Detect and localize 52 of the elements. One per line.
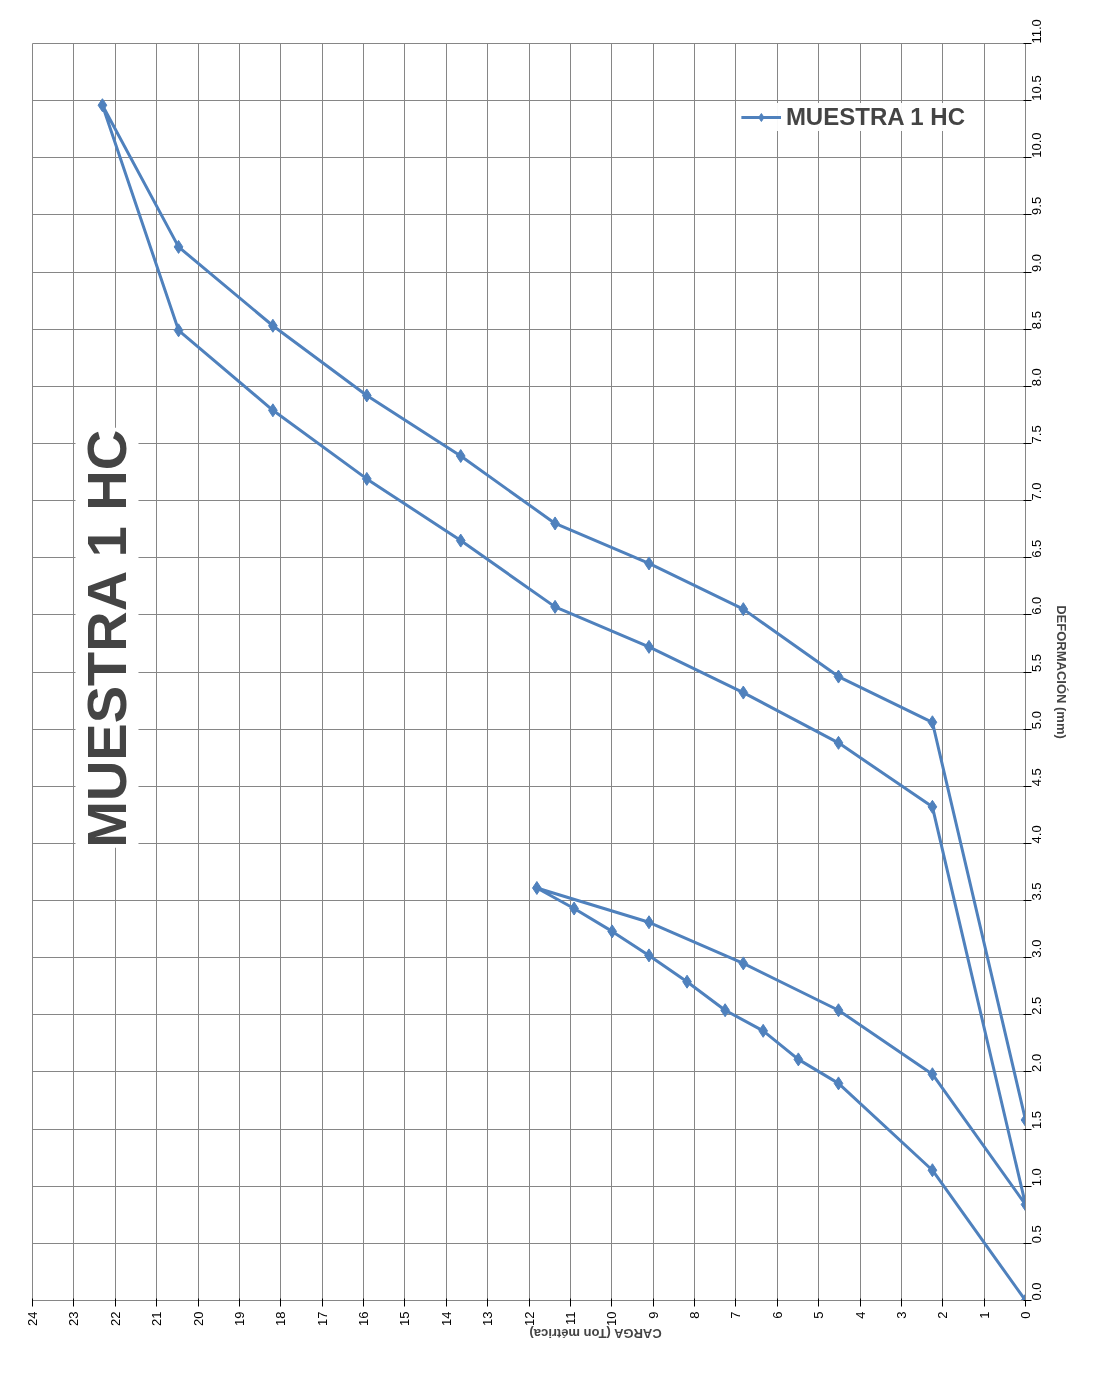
x-tick-label: 17 xyxy=(314,1311,330,1326)
y-tick-label: 10.5 xyxy=(1029,75,1044,101)
y-tick-label: 3.0 xyxy=(1029,939,1044,958)
y-tick-label: 4.5 xyxy=(1029,768,1044,787)
x-tick-label: 13 xyxy=(480,1311,496,1326)
x-tick-label: 21 xyxy=(149,1311,165,1326)
x-tick-label: 8 xyxy=(687,1311,702,1319)
y-tick-label: 8.0 xyxy=(1029,368,1044,387)
y-tick-label: 2.5 xyxy=(1029,996,1044,1015)
y-tick-label: 5.5 xyxy=(1029,653,1044,672)
y-tick-label: 9.0 xyxy=(1029,253,1044,273)
text: MUESTRA 1 HC xyxy=(75,429,139,848)
x-tick-label: 4 xyxy=(852,1311,868,1319)
x-tick-label: 24 xyxy=(25,1311,40,1326)
x-tick-label: 23 xyxy=(66,1311,82,1326)
x-tick-label: 3 xyxy=(893,1311,909,1319)
x-tick-label: 2 xyxy=(935,1311,951,1319)
y-tick-label: 10.0 xyxy=(1029,132,1044,158)
x-tick-label: 22 xyxy=(107,1311,123,1326)
y-tick-label: 4.0 xyxy=(1029,825,1044,844)
x-tick-label: 18 xyxy=(273,1311,289,1326)
x-tick-label: 19 xyxy=(231,1311,247,1326)
y-tick-label: 1.0 xyxy=(1029,1168,1044,1187)
x-tick-label: 6 xyxy=(769,1311,785,1319)
y-tick-label: 0.0 xyxy=(1029,1282,1044,1301)
x-tick-label: 11 xyxy=(562,1311,578,1325)
x-tick-label: 7 xyxy=(728,1311,744,1319)
y-tick-label: 11.0 xyxy=(1029,19,1044,44)
y-tick-label: 7.5 xyxy=(1029,425,1044,444)
x-tick-label: 14 xyxy=(438,1311,454,1326)
x-tick-label: 0 xyxy=(1018,1311,1033,1319)
x-tick-label: 16 xyxy=(356,1311,371,1326)
y-tick-label: 2.0 xyxy=(1029,1053,1044,1072)
y-tick-label: 5.0 xyxy=(1029,711,1044,730)
x-tick-label: 1 xyxy=(976,1311,992,1319)
x-tick-label: 15 xyxy=(397,1311,413,1326)
y-tick-label: 6.0 xyxy=(1029,596,1044,615)
y-tick-label: 1.5 xyxy=(1029,1111,1044,1130)
x-tick-label: 9 xyxy=(645,1311,661,1319)
x-tick-label: 12 xyxy=(521,1311,537,1326)
legend-label: MUESTRA 1 HC xyxy=(785,103,965,131)
y-tick-label: 3.5 xyxy=(1029,882,1044,901)
y-tick-label: 8.5 xyxy=(1029,311,1044,330)
x-tick-label: 20 xyxy=(190,1311,206,1326)
x-tick-label: 5 xyxy=(811,1311,827,1319)
y-tick-label: 7.0 xyxy=(1029,482,1044,501)
y-tick-label: 9.5 xyxy=(1029,196,1044,215)
x-axis-title: CARGA (Ton métrica) xyxy=(529,1326,662,1342)
y-tick-label: 0.5 xyxy=(1029,1225,1044,1244)
x-tick-label: 10 xyxy=(604,1311,620,1326)
y-tick-label: 6.5 xyxy=(1029,539,1044,558)
y-axis-title: DEFORMACIÓN (mm) xyxy=(1053,605,1069,739)
